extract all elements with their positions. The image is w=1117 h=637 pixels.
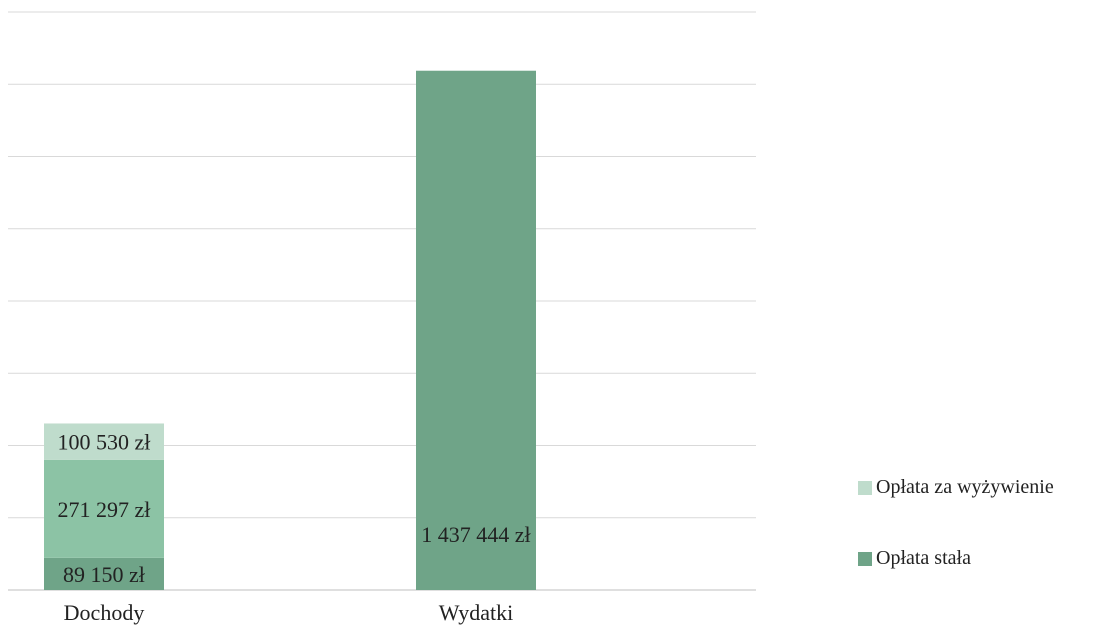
legend-label: Opłata stała bbox=[876, 547, 971, 569]
bar-chart: 89 150 zł 271 297 zł 100 530 zł 1 437 444 z… bbox=[8, 11, 756, 591]
category-label-wydatki: Wydatki bbox=[438, 600, 514, 625]
data-label-wydatki-1: 1 437 444 zł bbox=[421, 522, 530, 547]
bar-wydatki-segment-1 bbox=[416, 70, 536, 590]
legend-item-oplata-za-wyzywienie: Opłata za wyżywienie bbox=[858, 476, 1054, 499]
data-label-dochody-1: 271 297 zł bbox=[58, 497, 151, 522]
legend-item-oplata-stala: Opłata stała bbox=[858, 547, 971, 570]
bar-dochody-segment-2 bbox=[44, 423, 164, 460]
data-label-dochody-2: 100 530 zł bbox=[58, 430, 151, 455]
legend-swatch-dark bbox=[858, 551, 872, 566]
category-label-dochody: Dochody bbox=[63, 600, 145, 625]
bar-dochody-segment-1 bbox=[44, 459, 164, 558]
legend-label: Opłata za wyżywienie bbox=[876, 476, 1054, 498]
legend-swatch-light bbox=[858, 480, 872, 495]
data-label-dochody-0: 89 150 zł bbox=[63, 562, 145, 587]
bar-dochody-segment-0 bbox=[44, 557, 164, 590]
